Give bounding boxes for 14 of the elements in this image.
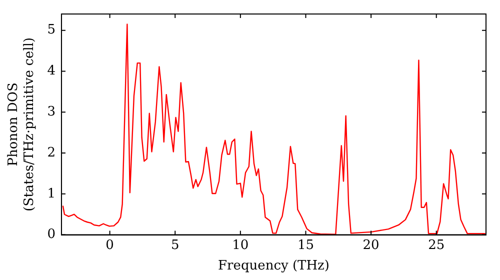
x-tick-label: 10 — [232, 238, 249, 253]
y-tick-label: 4 — [47, 64, 56, 79]
x-tick-label: 20 — [362, 238, 380, 253]
y-tick-label: 1 — [47, 186, 56, 202]
x-tick-label: 25 — [428, 238, 445, 253]
y-tick-label: 5 — [47, 22, 56, 38]
x-tick-label: 0 — [106, 238, 114, 253]
x-axis-title: Frequency (THz) — [218, 258, 330, 274]
x-tick-label: 15 — [297, 238, 314, 253]
y-axis-title: Phonon DOS (States/THz·primitive cell) — [6, 37, 37, 212]
x-tick-label: 5 — [170, 238, 180, 253]
y-tick-label: 2 — [47, 145, 56, 160]
y-tick-label: 3 — [47, 104, 56, 120]
y-tick-label: 0 — [47, 227, 56, 242]
